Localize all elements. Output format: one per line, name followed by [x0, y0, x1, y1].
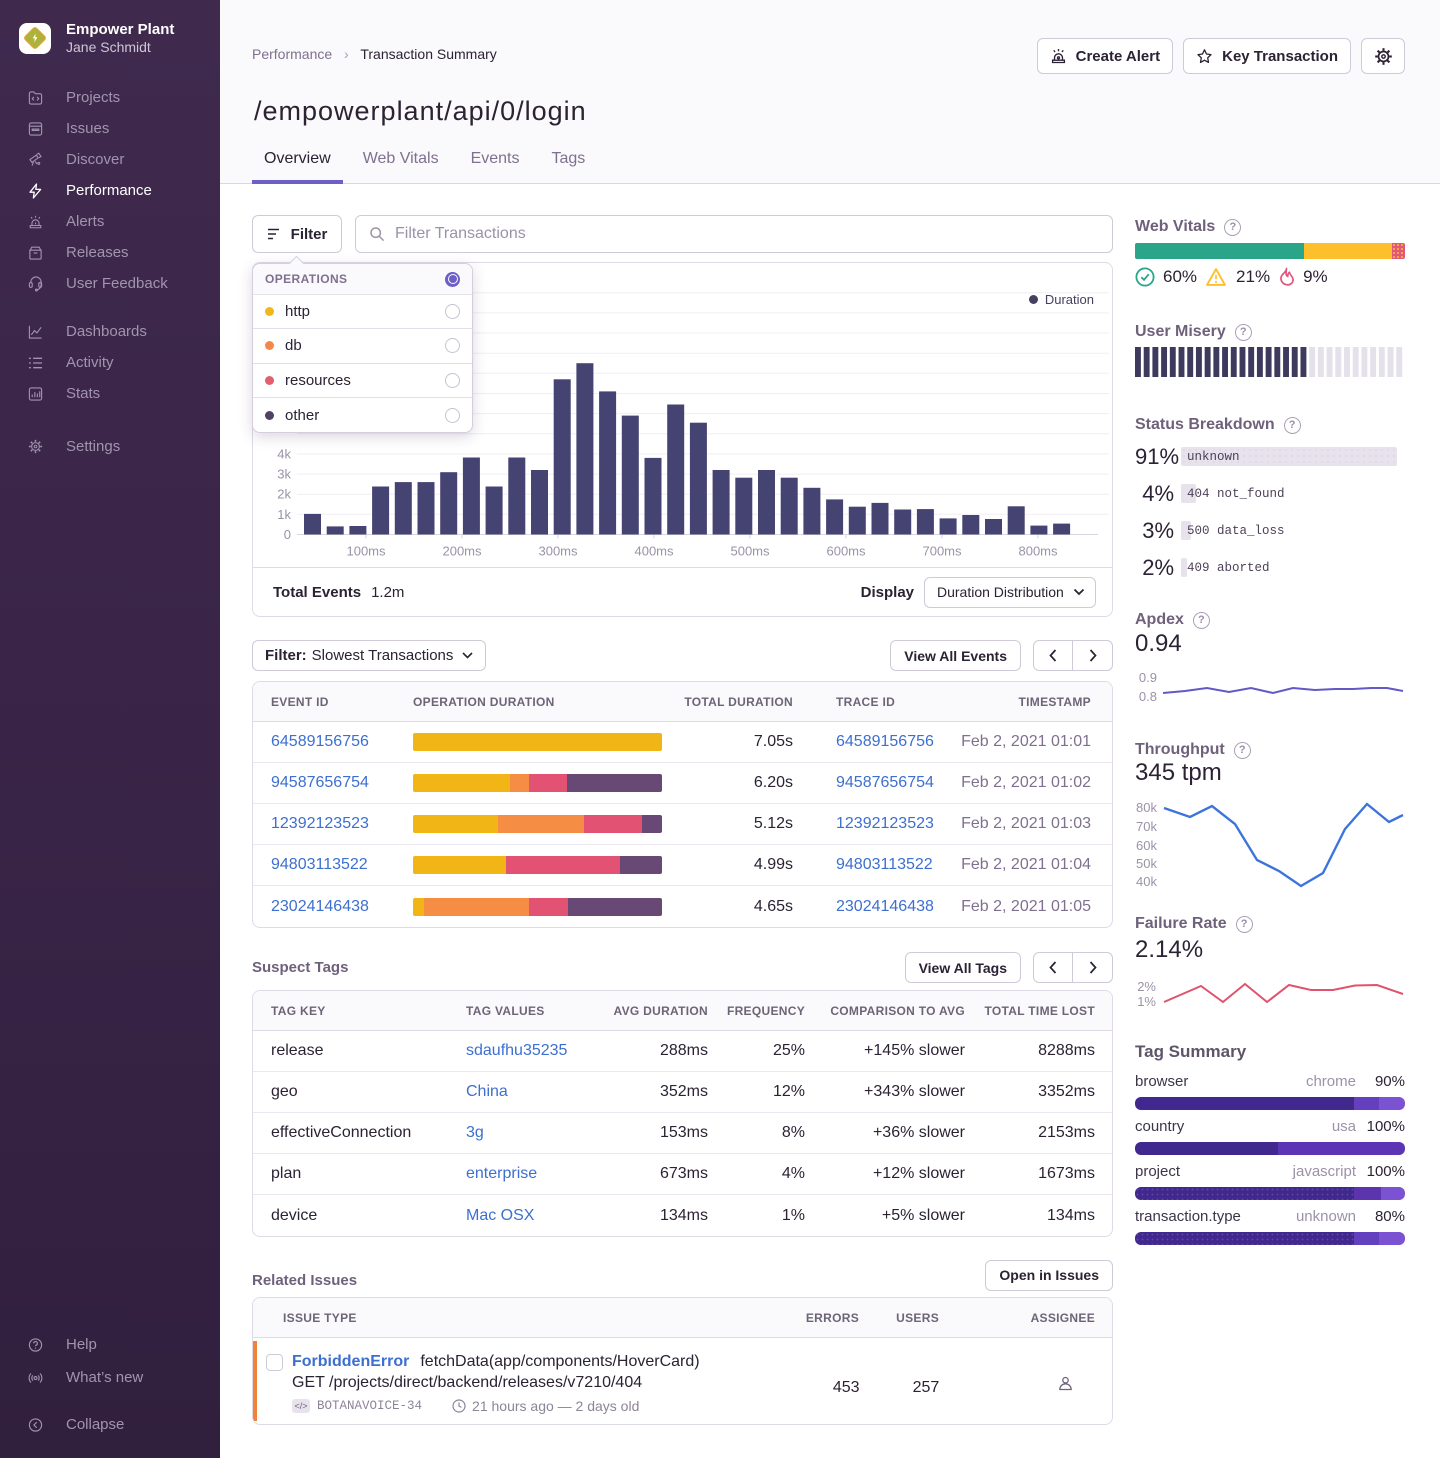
- svg-text:600ms: 600ms: [826, 544, 866, 559]
- svg-text:500ms: 500ms: [730, 544, 770, 559]
- svg-text:200ms: 200ms: [442, 544, 482, 559]
- svg-text:0.8: 0.8: [1139, 689, 1157, 704]
- svg-text:1k: 1k: [277, 507, 291, 522]
- svg-text:700ms: 700ms: [922, 544, 962, 559]
- svg-text:70k: 70k: [1136, 819, 1157, 834]
- svg-text:4k: 4k: [277, 446, 291, 461]
- svg-text:400ms: 400ms: [634, 544, 674, 559]
- svg-text:50k: 50k: [1136, 856, 1157, 871]
- svg-text:60k: 60k: [1136, 838, 1157, 853]
- svg-text:800ms: 800ms: [1018, 544, 1058, 559]
- svg-text:2k: 2k: [277, 487, 291, 502]
- svg-text:40k: 40k: [1136, 874, 1157, 889]
- svg-text:0: 0: [284, 527, 291, 542]
- svg-text:0.9: 0.9: [1139, 670, 1157, 685]
- svg-text:100ms: 100ms: [346, 544, 386, 559]
- svg-text:3k: 3k: [277, 467, 291, 482]
- svg-text:300ms: 300ms: [538, 544, 578, 559]
- svg-text:80k: 80k: [1136, 800, 1157, 815]
- svg-text:2%: 2%: [1137, 979, 1156, 994]
- svg-text:1%: 1%: [1137, 994, 1156, 1009]
